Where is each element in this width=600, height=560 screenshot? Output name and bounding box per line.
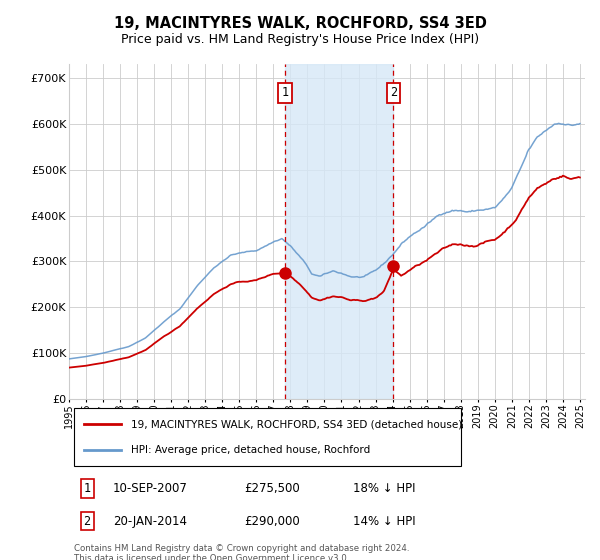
Text: Price paid vs. HM Land Registry's House Price Index (HPI): Price paid vs. HM Land Registry's House … (121, 32, 479, 46)
Text: 10-SEP-2007: 10-SEP-2007 (113, 482, 188, 496)
Text: 14% ↓ HPI: 14% ↓ HPI (353, 515, 415, 528)
Text: £290,000: £290,000 (244, 515, 300, 528)
Text: 2: 2 (390, 86, 397, 99)
Text: 2: 2 (83, 515, 91, 528)
Text: HPI: Average price, detached house, Rochford: HPI: Average price, detached house, Roch… (131, 445, 370, 455)
Text: 19, MACINTYRES WALK, ROCHFORD, SS4 3ED: 19, MACINTYRES WALK, ROCHFORD, SS4 3ED (113, 16, 487, 31)
Text: £275,500: £275,500 (244, 482, 300, 496)
Text: 1: 1 (281, 86, 289, 99)
FancyBboxPatch shape (74, 408, 461, 466)
Text: 20-JAN-2014: 20-JAN-2014 (113, 515, 187, 528)
Bar (285, 64, 394, 399)
Text: 18% ↓ HPI: 18% ↓ HPI (353, 482, 415, 496)
Text: Contains HM Land Registry data © Crown copyright and database right 2024.
This d: Contains HM Land Registry data © Crown c… (74, 544, 410, 560)
Text: 19, MACINTYRES WALK, ROCHFORD, SS4 3ED (detached house): 19, MACINTYRES WALK, ROCHFORD, SS4 3ED (… (131, 419, 462, 429)
Text: 1: 1 (83, 482, 91, 496)
